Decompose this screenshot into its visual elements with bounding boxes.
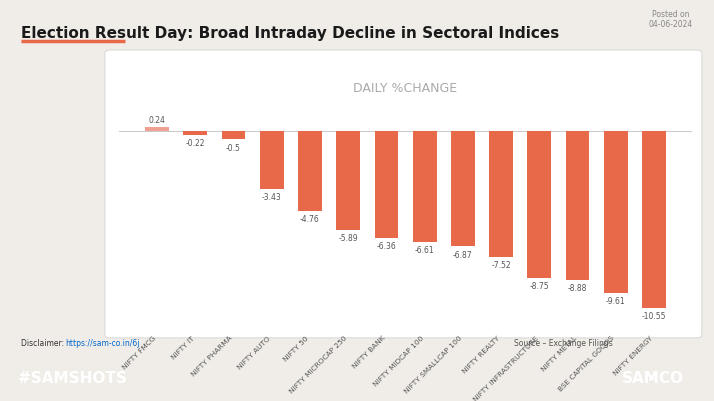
Text: https://sam-co.in/6j: https://sam-co.in/6j: [66, 338, 140, 347]
Text: -6.87: -6.87: [453, 250, 473, 259]
Text: -5.89: -5.89: [338, 233, 358, 243]
Text: -0.22: -0.22: [186, 138, 205, 148]
Bar: [565, 132, 589, 281]
Bar: [489, 132, 513, 258]
Bar: [642, 132, 666, 308]
Text: Election Result Day: Broad Intraday Decline in Sectoral Indices: Election Result Day: Broad Intraday Decl…: [21, 26, 560, 41]
Text: -8.75: -8.75: [530, 282, 549, 290]
Bar: [336, 132, 360, 231]
Bar: [183, 132, 207, 136]
Bar: [260, 132, 283, 189]
Text: -10.55: -10.55: [642, 312, 666, 320]
Bar: [298, 132, 322, 211]
Text: -9.61: -9.61: [606, 296, 625, 305]
Text: -4.76: -4.76: [300, 215, 320, 223]
Text: SAMCO: SAMCO: [622, 371, 684, 385]
Title: DAILY %CHANGE: DAILY %CHANGE: [353, 81, 458, 94]
Text: -8.88: -8.88: [568, 284, 587, 293]
Bar: [604, 132, 628, 293]
Text: -3.43: -3.43: [262, 192, 281, 201]
Text: Posted on
04-06-2024: Posted on 04-06-2024: [648, 10, 693, 29]
Text: -0.5: -0.5: [226, 143, 241, 152]
Text: ✕: ✕: [646, 371, 657, 385]
Text: Source – Exchange Filings: Source – Exchange Filings: [514, 338, 613, 347]
Bar: [451, 132, 475, 247]
Text: -6.36: -6.36: [376, 241, 396, 250]
Bar: [413, 132, 436, 243]
Text: -7.52: -7.52: [491, 261, 511, 270]
Bar: [375, 132, 398, 238]
Text: #SAMSHOTS: #SAMSHOTS: [18, 371, 126, 385]
Text: -6.61: -6.61: [415, 245, 435, 255]
Text: 0.24: 0.24: [149, 116, 166, 125]
Bar: [145, 128, 169, 132]
FancyBboxPatch shape: [105, 51, 702, 338]
Bar: [528, 132, 551, 278]
Text: Disclaimer:: Disclaimer:: [21, 338, 67, 347]
Bar: [222, 132, 246, 140]
